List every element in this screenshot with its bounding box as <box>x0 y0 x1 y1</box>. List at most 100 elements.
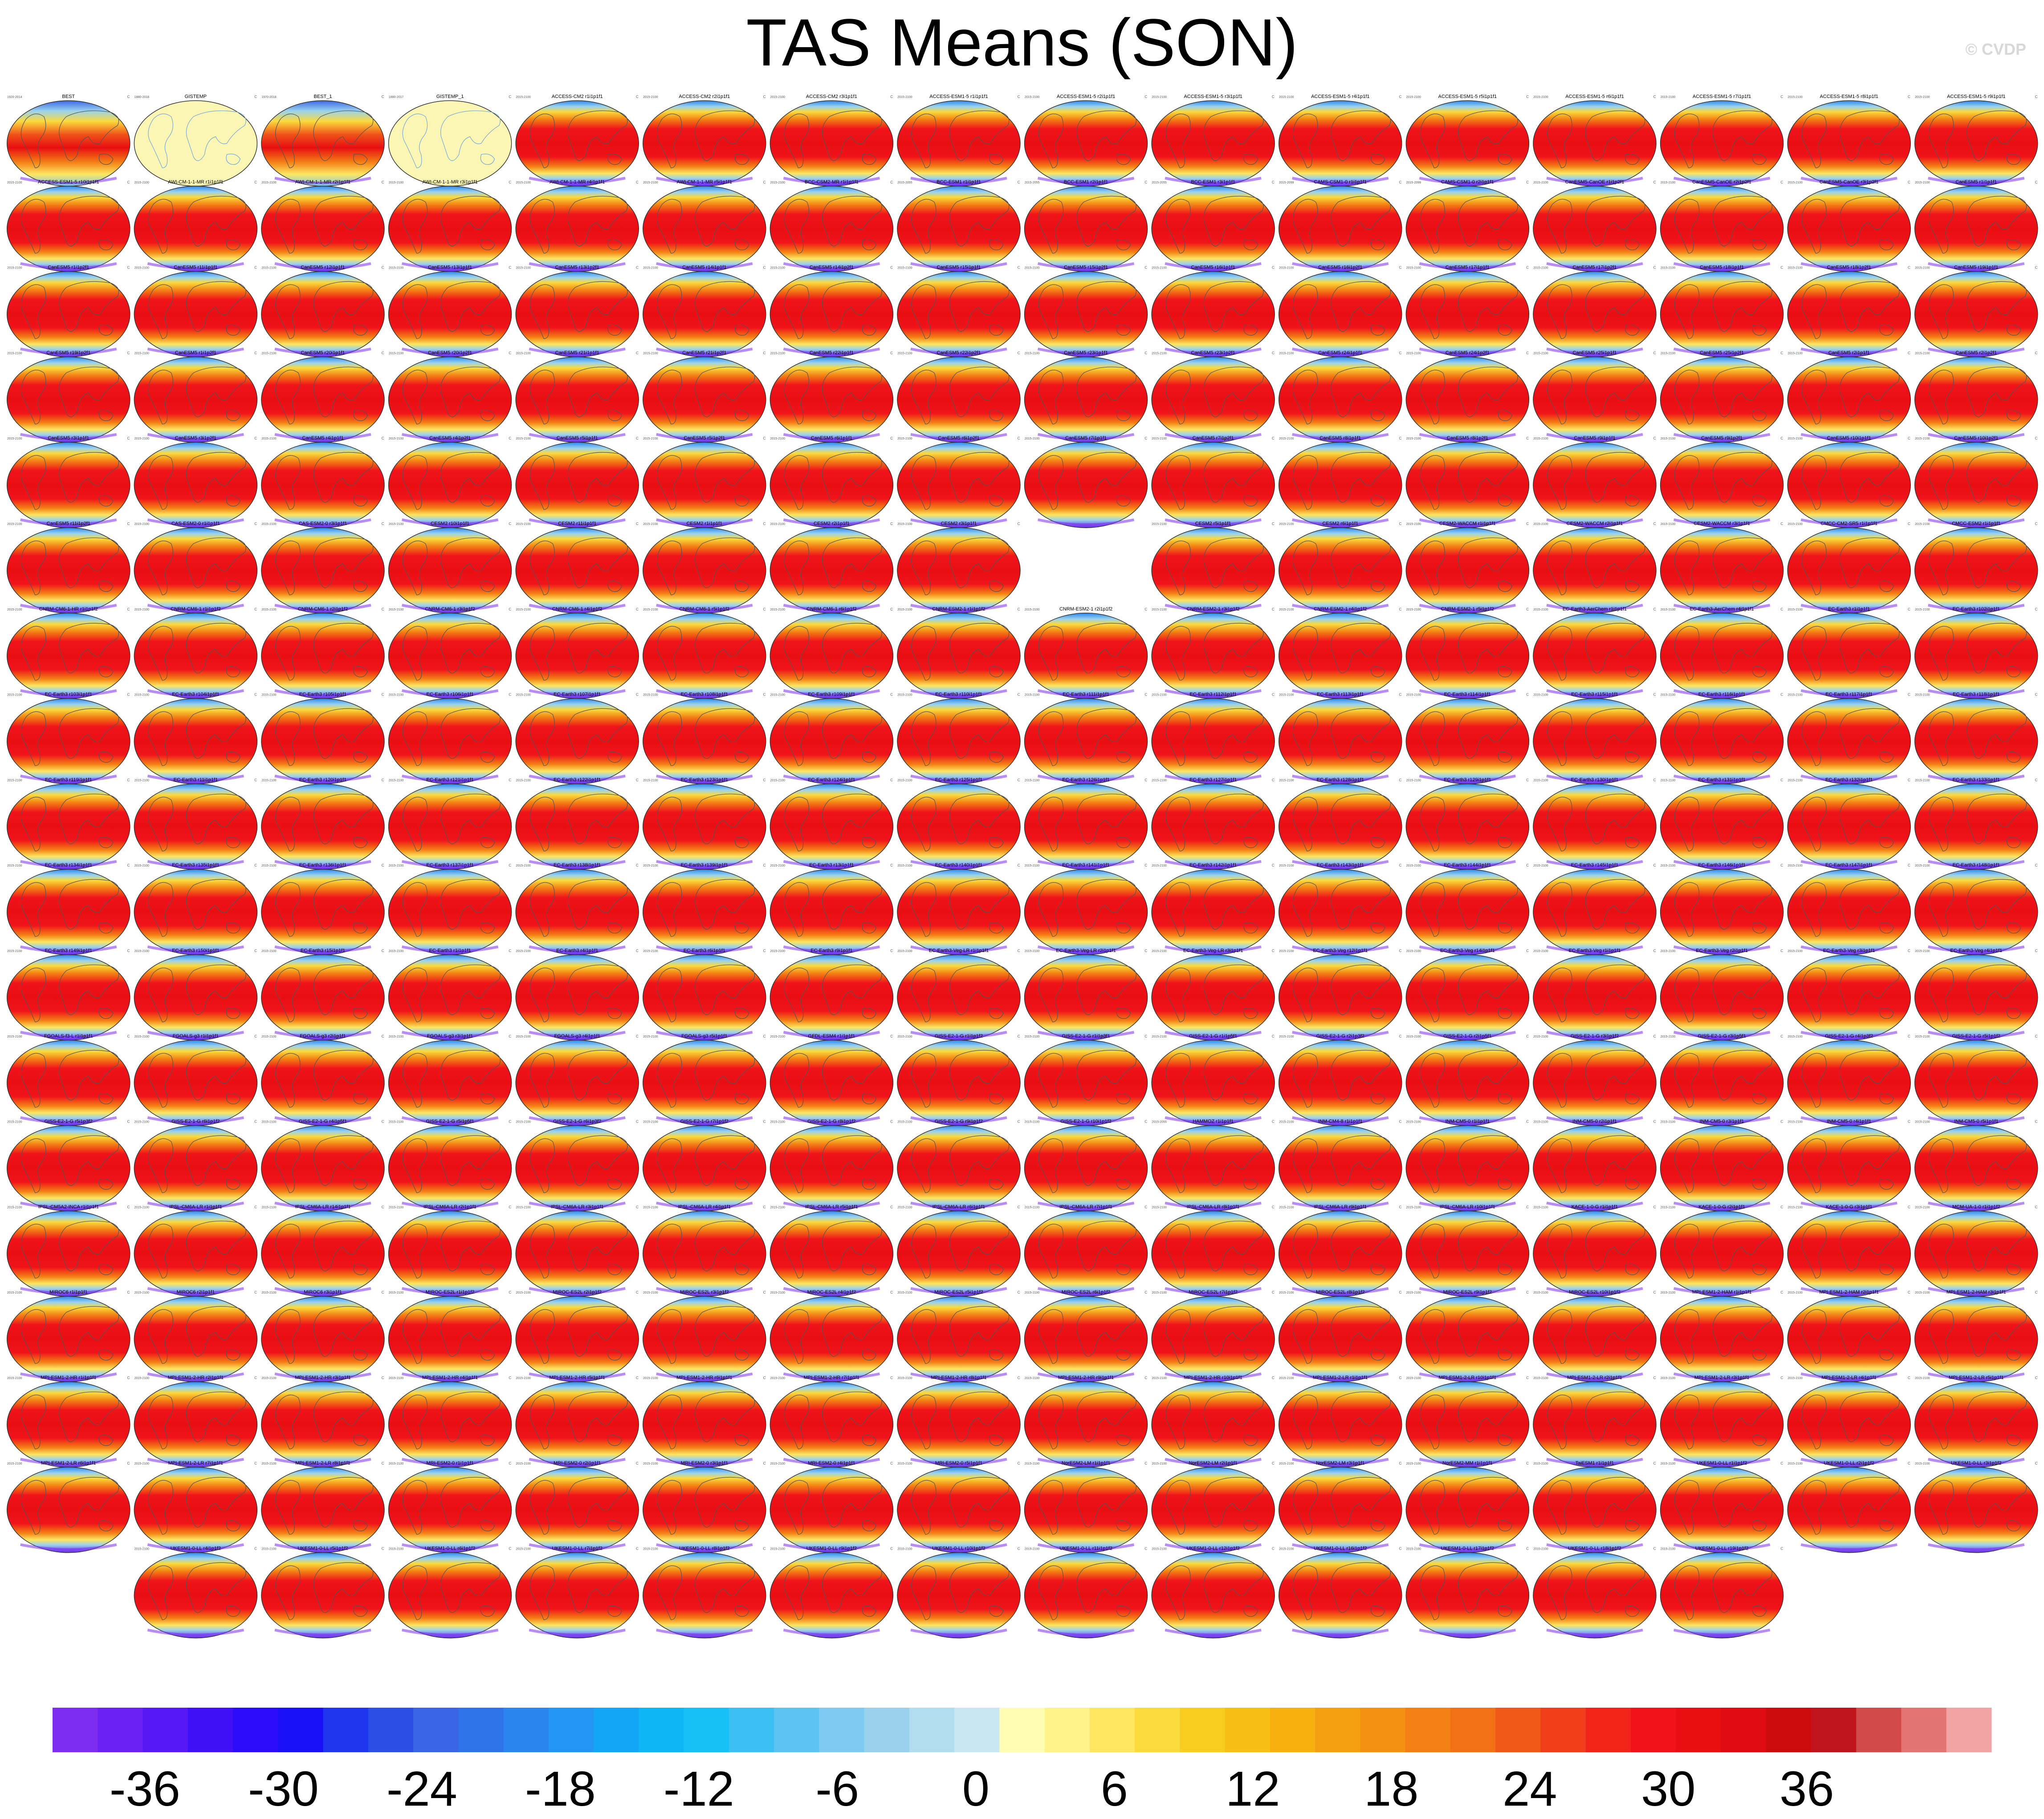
americas-outline <box>784 1309 809 1364</box>
australia-outline <box>1116 666 1131 677</box>
australia-outline <box>1498 410 1513 421</box>
panel-title: CMCC-ESM2 r1i1p1f1 <box>1952 521 2000 526</box>
map-field <box>643 1552 766 1639</box>
panel-unit: C <box>890 1547 893 1551</box>
americas-outline <box>1420 284 1445 339</box>
eurasia-africa-outline <box>1712 1135 1773 1186</box>
panel-years: 2015-2100 <box>516 267 531 270</box>
antarctic-cold-band <box>529 347 626 355</box>
panel-unit: C <box>1272 436 1274 440</box>
eurasia-africa-outline <box>1967 794 2027 844</box>
panel-years: 2015-2100 <box>1279 1291 1294 1294</box>
panel-unit: C <box>1399 1461 1402 1465</box>
panel-title: CNRM-CM6-1 r5i1p1f2 <box>680 606 729 612</box>
australia-outline <box>607 837 622 848</box>
panel-years: 2015-2100 <box>1661 608 1676 611</box>
map-field <box>770 442 894 528</box>
panel-title: EC-Earth3 r103i1p1f1 <box>45 692 92 697</box>
panel-title: FGOALS-g3 r2i1p1f1 <box>300 1034 346 1039</box>
australia-outline <box>1370 581 1385 592</box>
panel-unit: C <box>509 1461 511 1465</box>
panel-title: GISTEMP_1 <box>436 94 464 99</box>
americas-outline <box>1292 1395 1318 1449</box>
panel-years: 2015-2100 <box>1661 181 1676 184</box>
map-field <box>1279 527 1402 614</box>
americas-outline <box>1292 968 1318 1022</box>
panel-years: 2015-2100 <box>897 608 912 611</box>
eurasia-africa-outline <box>313 794 374 844</box>
eurasia-africa-outline <box>313 964 374 1015</box>
map-field <box>770 613 894 699</box>
antarctic-cold-band <box>274 945 371 953</box>
panel-title: EC-Earth3-Veg-LR r2i1p1f1 <box>1056 948 1116 953</box>
antarctic-cold-band <box>1292 860 1389 868</box>
eurasia-africa-outline <box>1458 366 1518 417</box>
americas-outline <box>1674 797 1700 852</box>
australia-outline <box>989 1178 1004 1190</box>
panel-title: EC-Earth3 r111i1p1f1 <box>1063 692 1109 697</box>
antarctic-cold-band <box>1038 860 1135 868</box>
map-field <box>643 271 766 358</box>
australia-outline <box>98 1178 114 1190</box>
antarctic-cold-band <box>1546 518 1643 526</box>
americas-outline <box>911 1224 936 1279</box>
antarctic-cold-band <box>783 1201 880 1209</box>
australia-outline <box>607 1008 622 1019</box>
panel-unit: C <box>127 693 130 697</box>
panel-years: 2015-2100 <box>389 267 404 270</box>
panel-title: CanESM5 r4i1p1f1 <box>302 435 344 441</box>
panel-title: BCC-ESM1 r3i1p1f1 <box>1191 179 1235 185</box>
eurasia-africa-outline <box>440 537 501 588</box>
panel-years: 2015-2100 <box>1661 96 1676 99</box>
antarctic-cold-band <box>1928 1543 2025 1551</box>
antarctic-cold-band <box>1038 1543 1135 1551</box>
australia-outline <box>1879 1349 1894 1361</box>
americas-outline <box>784 541 809 595</box>
eurasia-africa-outline <box>949 1135 1010 1186</box>
panel-years: 2015-2100 <box>134 352 150 355</box>
americas-outline <box>20 797 46 852</box>
antarctic-cold-band <box>656 1458 753 1465</box>
panel-years: 2015-2100 <box>770 1291 786 1294</box>
panel-title: GISS-E2-1-G r9i1p1f2 <box>935 1119 983 1124</box>
panel-title: CanESM5 r15i1p2f1 <box>1064 265 1108 270</box>
antarctic-cold-band <box>1928 177 2025 184</box>
australia-outline <box>480 1349 495 1361</box>
panel-years: 2015-2100 <box>1152 950 1167 953</box>
panel-unit: C <box>1018 949 1020 953</box>
panel-years: 2015-2100 <box>1915 437 1930 440</box>
australia-outline <box>2006 1178 2021 1190</box>
eurasia-africa-outline <box>695 1221 755 1271</box>
eurasia-africa-outline <box>949 964 1010 1015</box>
panel-unit: C <box>1780 351 1783 355</box>
panel-title: EC-Earth3 r1i1p1f1 <box>429 948 471 953</box>
panel-title: UKESM1-0-LL r16i1p1f2 <box>1314 1546 1367 1551</box>
americas-outline <box>148 626 173 681</box>
map-field <box>388 783 512 870</box>
panel-unit: C <box>2035 863 2038 867</box>
panel-unit: C <box>1272 1120 1274 1124</box>
americas-outline <box>1674 541 1700 595</box>
panel-unit: C <box>1526 949 1529 953</box>
panel-unit: C <box>1272 266 1274 270</box>
panel-title: NorESM2-LM r1i1p1f1 <box>1062 1461 1110 1466</box>
panel-years: 2015-2100 <box>1152 437 1167 440</box>
eurasia-africa-outline <box>1839 879 1900 930</box>
panel-title: EC-Earth3 r129i1p1f1 <box>1444 777 1491 782</box>
australia-outline <box>353 837 368 848</box>
map-field <box>1405 1467 1530 1553</box>
eurasia-africa-outline <box>695 537 755 588</box>
australia-outline <box>1116 1008 1131 1019</box>
map-field <box>261 698 385 785</box>
